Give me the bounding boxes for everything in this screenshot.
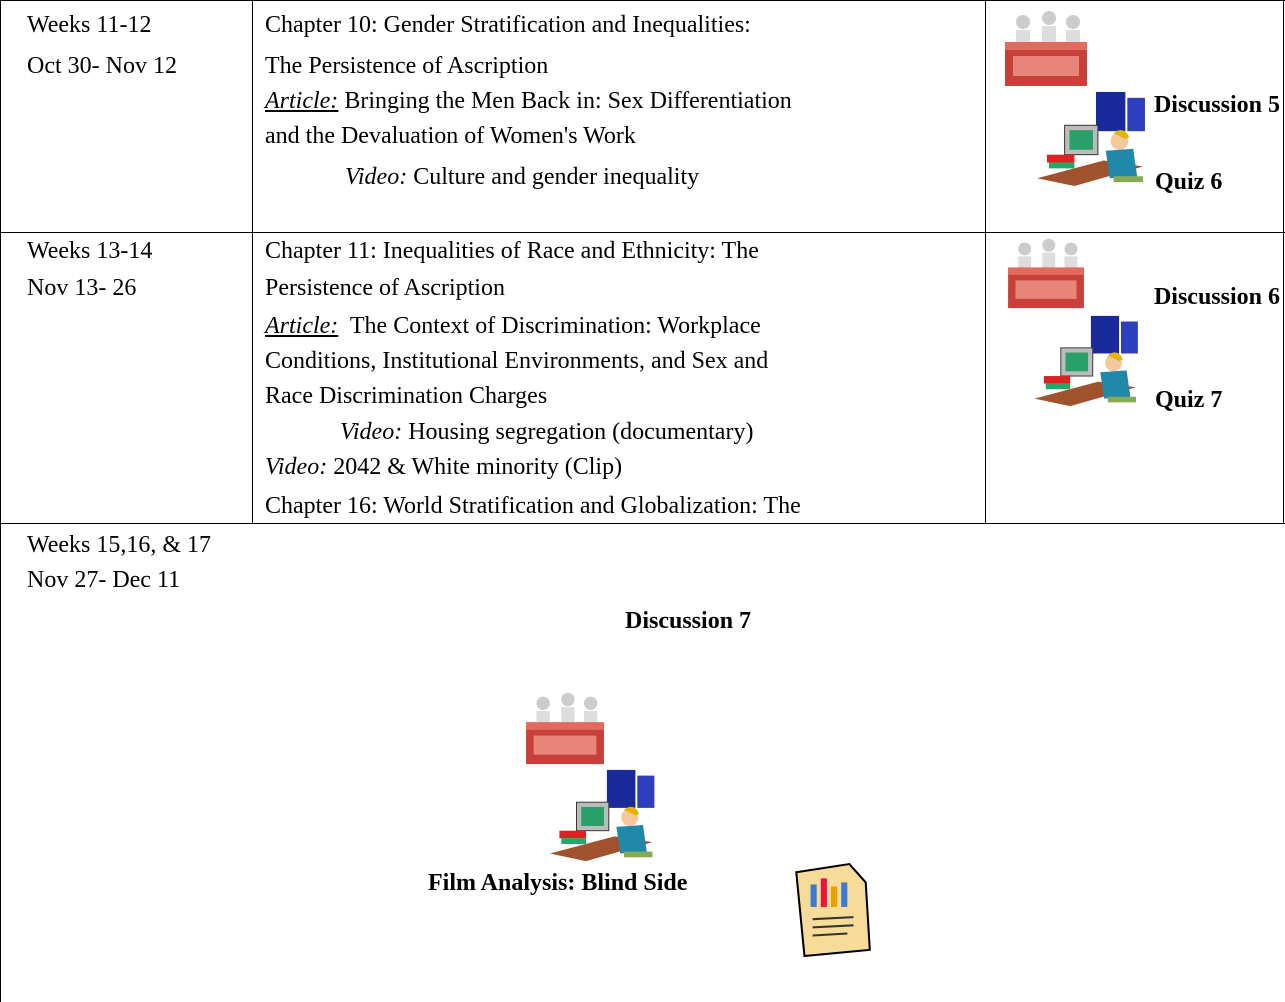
line: Video: 2042 & White minority (Clip) — [265, 453, 622, 481]
line: Race Discrimination Charges — [265, 383, 548, 409]
line: Article: The Context of Discrimination: … — [265, 312, 761, 340]
border — [0, 523, 1285, 524]
line: Chapter 11: Inequalities of Race and Eth… — [265, 238, 759, 264]
line: and the Devaluation of Women's Work — [265, 123, 636, 149]
weeks: Weeks 13-14 — [27, 238, 153, 264]
quiz: Quiz 6 — [1155, 169, 1223, 195]
text: Bringing the Men Back in: Sex Differenti… — [344, 88, 792, 114]
border — [1283, 0, 1284, 523]
border — [252, 0, 253, 523]
label: Video: — [265, 454, 328, 480]
line: The Persistence of Ascription — [265, 53, 549, 79]
weeks: Weeks 15,16, & 17 — [27, 532, 212, 558]
quiz-icon — [1035, 90, 1153, 188]
quiz-icon — [548, 768, 662, 863]
dates: Oct 30- Nov 12 — [27, 53, 177, 79]
label: Article: — [265, 313, 339, 339]
text: 2042 & White minority (Clip) — [333, 454, 623, 480]
line: Conditions, Institutional Environments, … — [265, 348, 769, 374]
line: Article: Bringing the Men Back in: Sex D… — [265, 87, 792, 115]
border — [0, 0, 1, 1002]
quiz: Quiz 7 — [1155, 387, 1223, 413]
discussion: Discussion 5 — [1153, 92, 1280, 118]
document-icon — [790, 862, 872, 958]
label: Article: — [265, 88, 339, 114]
weeks: Weeks 11-12 — [27, 12, 152, 38]
line: Chapter 16: World Stratification and Glo… — [265, 493, 801, 519]
label: Video: — [340, 419, 403, 445]
forum-icon — [515, 690, 615, 766]
forum-icon — [1000, 236, 1092, 310]
line: Video: Housing segregation (documentary) — [340, 418, 753, 446]
border — [0, 0, 1285, 1]
line: Persistence of Ascription — [265, 275, 505, 301]
clip: Chapter 16: World Stratification and Glo… — [253, 480, 985, 523]
dates: Nov 13- 26 — [27, 275, 137, 301]
line: Chapter 10: Gender Stratification and In… — [265, 12, 751, 38]
line: Video: Culture and gender inequality — [345, 163, 699, 191]
discussion: Discussion 7 — [625, 608, 752, 634]
border — [985, 0, 986, 523]
forum-icon — [1000, 8, 1092, 88]
border — [0, 232, 1285, 233]
text: Culture and gender inequality — [413, 164, 700, 190]
discussion: Discussion 6 — [1153, 284, 1280, 310]
text: Housing segregation (documentary) — [408, 419, 754, 445]
film: Film Analysis: Blind Side — [428, 870, 688, 896]
quiz-icon — [1030, 314, 1148, 408]
text: The Context of Discrimination: Workplace — [349, 313, 761, 339]
label: Video: — [345, 164, 408, 190]
dates: Nov 27- Dec 11 — [27, 567, 181, 593]
